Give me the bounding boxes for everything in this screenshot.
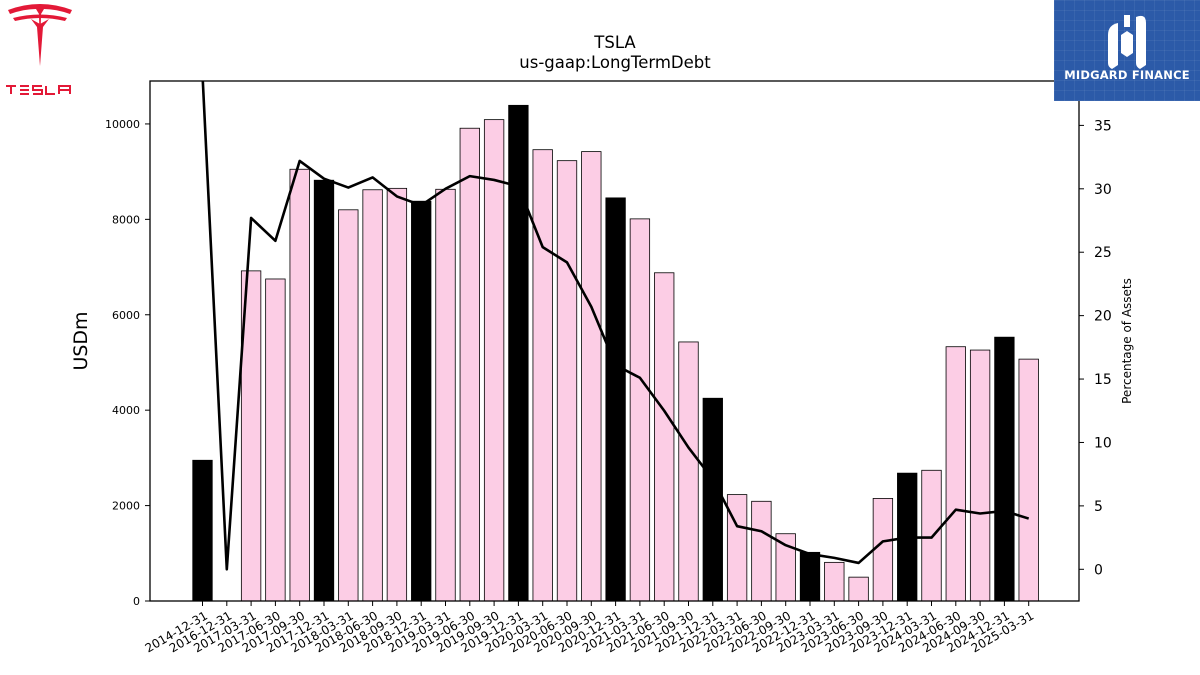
brand-name: MIDGARD FINANCE [1064, 68, 1190, 82]
bar-2024-09-30 [969, 349, 991, 602]
y-tick-label-4000: 4000 [112, 404, 140, 417]
y-tick-label-6000: 6000 [112, 309, 140, 322]
bar-2021-03-31 [629, 218, 651, 602]
chart-title: TSLA [593, 33, 636, 52]
bar-2023-03-31 [824, 561, 845, 602]
y2-tick-label-15: 15 [1094, 372, 1112, 388]
bar-2020-09-30 [581, 151, 602, 602]
bars-layer [192, 104, 1039, 602]
y2-tick-label-20: 20 [1094, 309, 1112, 325]
y2-axis-label: Percentage of Assets [1120, 278, 1134, 404]
y-tick-label-0: 0 [133, 595, 140, 608]
bar-2020-12-31 [605, 197, 626, 602]
y2-tick-label-25: 25 [1094, 245, 1112, 261]
tesla-logo [0, 0, 80, 100]
y2-tick-label-5: 5 [1094, 499, 1103, 515]
brand-badge: MIDGARD FINANCE [1054, 0, 1200, 101]
y2-tick-label-30: 30 [1094, 182, 1112, 198]
y-tick-label-10000: 10000 [105, 118, 140, 131]
axes-layer: 0200040006000800010000051015202530352014… [105, 80, 1112, 655]
bar-2018-03-31 [338, 209, 359, 602]
y2-tick-label-10: 10 [1094, 435, 1112, 451]
chart-subtitle: us-gaap:LongTermDebt [519, 53, 711, 72]
bar-2018-12-31 [411, 200, 432, 602]
bar-2025-03-31 [1018, 358, 1039, 602]
bar-2018-09-30 [386, 187, 408, 602]
bar-2023-09-30 [872, 498, 894, 602]
bar-2019-03-31 [435, 188, 456, 602]
bar-2019-06-30 [459, 127, 480, 602]
bar-2014-12-31 [192, 459, 213, 602]
bar-2023-06-30 [848, 576, 869, 602]
pct-assets-line [201, 81, 1030, 571]
bar-2020-03-31 [532, 149, 553, 602]
bar-2022-12-31 [799, 551, 821, 602]
y2-tick-label-0: 0 [1094, 562, 1103, 578]
bar-2021-12-31 [702, 397, 723, 602]
bar-2021-09-30 [678, 341, 699, 602]
bar-2021-06-30 [654, 272, 675, 602]
tesla-wordmark [6, 85, 71, 95]
y-tick-label-2000: 2000 [112, 500, 140, 513]
y2-tick-label-35: 35 [1094, 118, 1112, 134]
bar-2017-06-30 [265, 278, 286, 602]
bar-2022-06-30 [751, 500, 772, 602]
y-axis-label: USDm [70, 311, 92, 370]
tesla-t-icon [6, 4, 72, 95]
bar-2017-12-31 [313, 179, 335, 602]
line-layer [201, 81, 1030, 571]
midgard-mark-icon [1108, 15, 1146, 69]
bar-2018-06-30 [362, 189, 383, 602]
bar-2024-06-30 [945, 346, 966, 602]
bar-2020-06-30 [556, 160, 578, 602]
bar-2024-12-31 [994, 336, 1015, 602]
bar-2019-09-30 [483, 119, 505, 602]
bar-2019-12-31 [508, 104, 529, 602]
plot-frame [149, 80, 1080, 602]
y-tick-label-8000: 8000 [112, 213, 140, 226]
bar-2017-09-30 [289, 168, 310, 602]
